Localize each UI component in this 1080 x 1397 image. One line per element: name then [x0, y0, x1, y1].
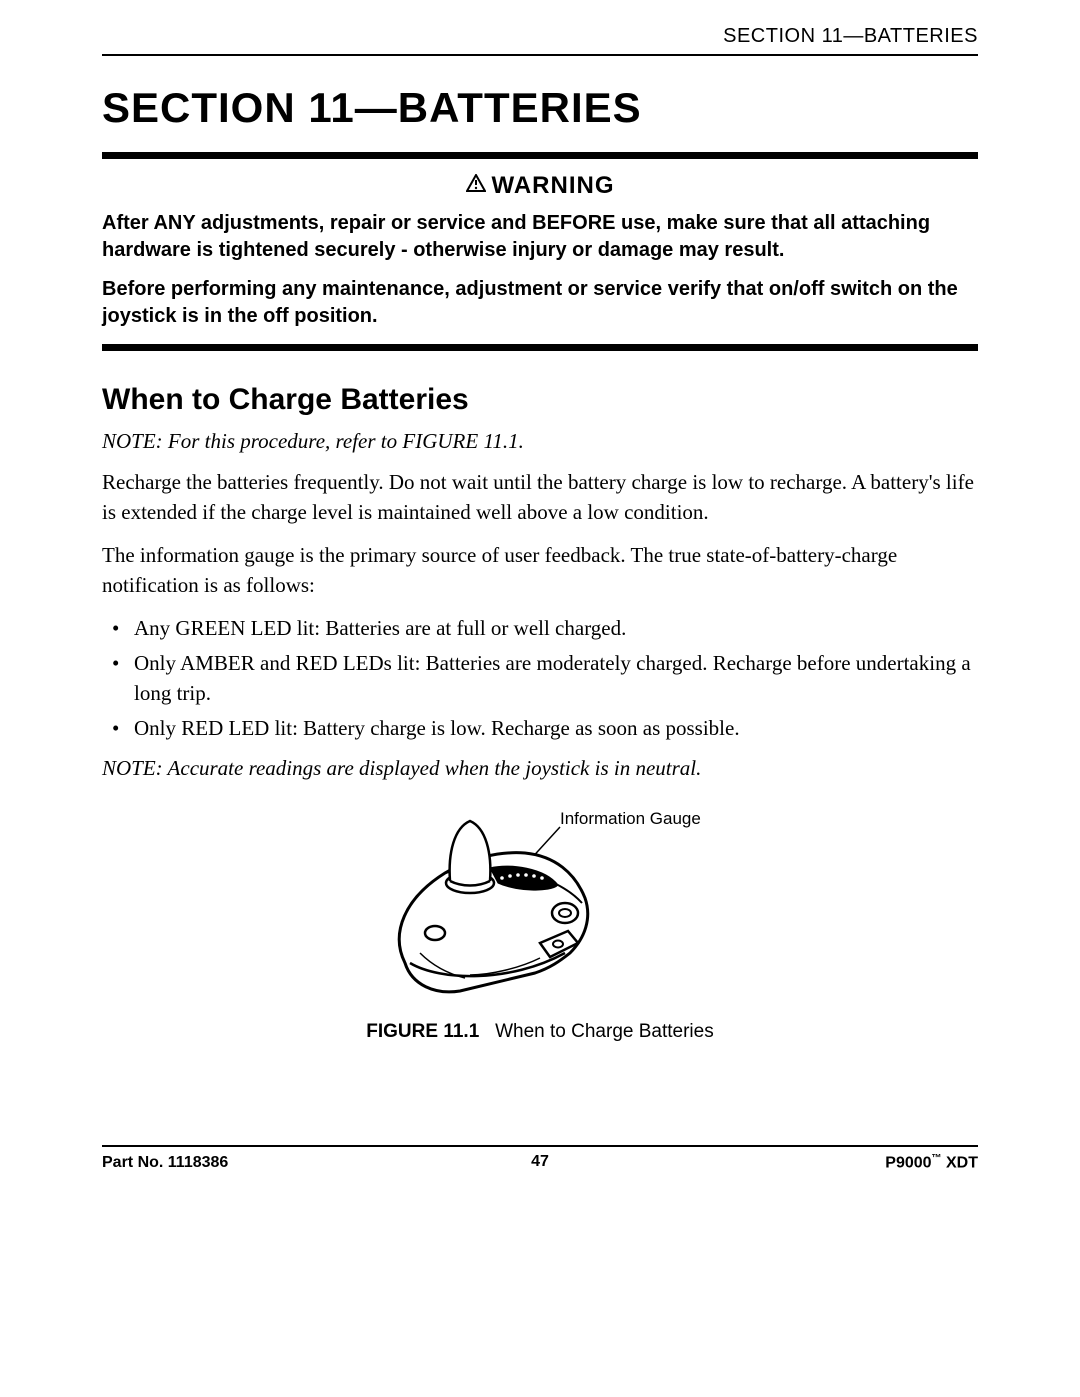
- warning-paragraph: After ANY adjustments, repair or service…: [102, 210, 978, 264]
- warning-box: WARNING After ANY adjustments, repair or…: [102, 152, 978, 351]
- list-item: Any GREEN LED lit: Batteries are at full…: [102, 614, 978, 643]
- running-header: SECTION 11—BATTERIES: [102, 25, 978, 56]
- figure-number: FIGURE 11.1: [366, 1021, 479, 1042]
- led-status-list: Any GREEN LED lit: Batteries are at full…: [102, 614, 978, 744]
- note-reference: NOTE: For this procedure, refer to FIGUR…: [102, 427, 978, 456]
- page-footer: Part No. 1118386 47 P9000™ XDT: [102, 1145, 978, 1172]
- list-item: Only RED LED lit: Battery charge is low.…: [102, 714, 978, 743]
- joystick-illustration: [350, 813, 730, 1003]
- section-title: SECTION 11—BATTERIES: [102, 84, 978, 132]
- subheading-charge: When to Charge Batteries: [102, 383, 978, 417]
- figure-callout-label: Information Gauge: [560, 809, 701, 829]
- figure-caption-text: When to Charge Batteries: [495, 1021, 714, 1042]
- figure-caption: FIGURE 11.1 When to Charge Batteries: [102, 1021, 978, 1043]
- warning-paragraph: Before performing any maintenance, adjus…: [102, 276, 978, 330]
- body-paragraph: Recharge the batteries frequently. Do no…: [102, 468, 978, 527]
- footer-page-number: 47: [102, 1153, 978, 1171]
- list-item: Only AMBER and RED LEDs lit: Batteries a…: [102, 649, 978, 708]
- warning-heading: WARNING: [102, 171, 978, 200]
- warning-triangle-icon: [466, 171, 486, 199]
- note-neutral: NOTE: Accurate readings are displayed wh…: [102, 754, 978, 783]
- warning-heading-text: WARNING: [492, 172, 615, 199]
- figure-11-1: Information Gauge: [102, 813, 978, 1043]
- body-paragraph: The information gauge is the primary sou…: [102, 541, 978, 600]
